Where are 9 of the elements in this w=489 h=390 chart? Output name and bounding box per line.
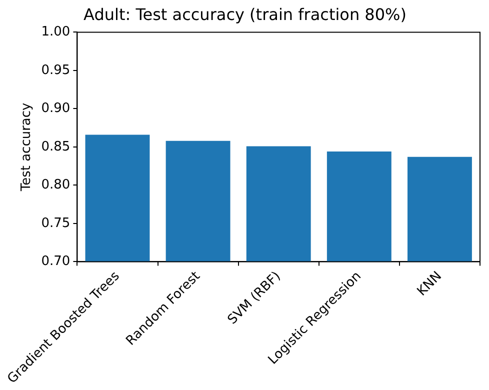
chart-title: Adult: Test accuracy (train fraction 80%) [84, 4, 406, 24]
y-tick-label: 1.00 [41, 24, 70, 40]
y-tick-label: 0.70 [41, 254, 70, 270]
y-axis-title: Test accuracy [18, 102, 34, 192]
y-tick-label: 0.85 [41, 139, 70, 154]
y-tick-label: 0.80 [41, 178, 70, 193]
y-tick-label: 0.90 [41, 101, 70, 116]
y-tick-label: 0.75 [41, 216, 70, 231]
y-tick-label: 0.95 [41, 62, 70, 78]
